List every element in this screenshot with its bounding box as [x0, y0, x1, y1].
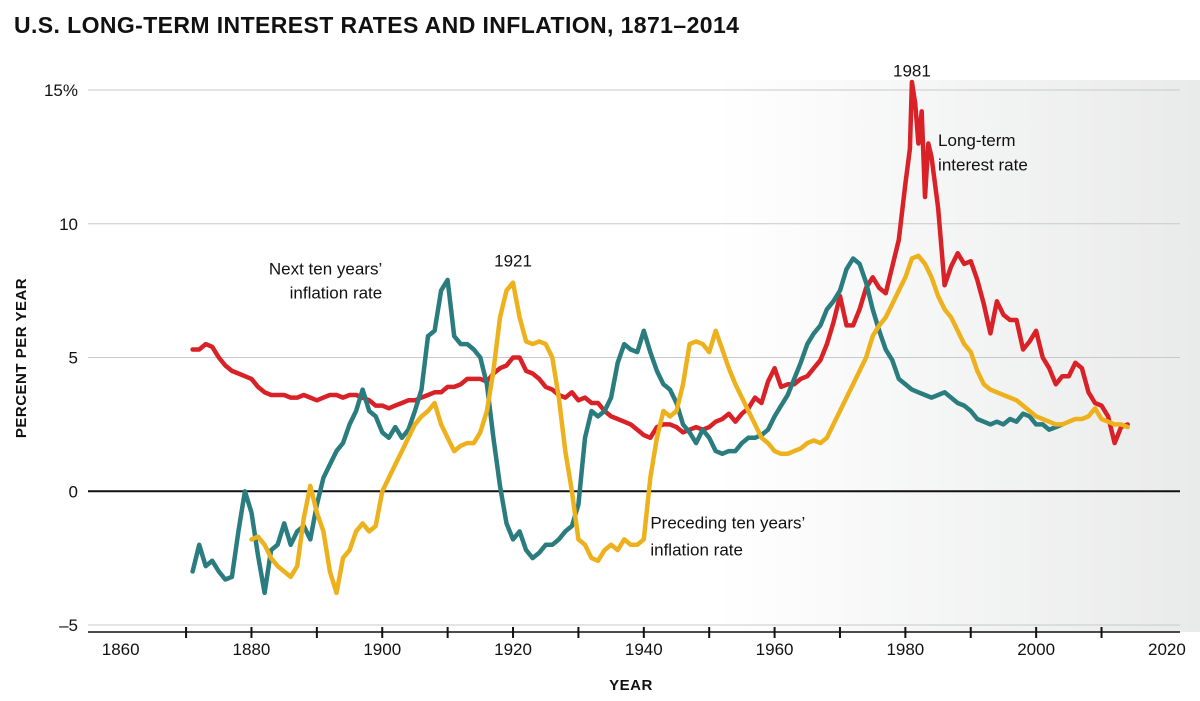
series-lines	[190, 79, 1130, 596]
x-tick-label: 1960	[756, 640, 794, 659]
y-tick-label: 10	[59, 215, 78, 234]
shaded-background	[715, 80, 1200, 632]
y-tick-label: 5	[69, 349, 78, 368]
x-tick-label: 2020	[1148, 640, 1186, 659]
annotation-label: Long-term	[938, 131, 1015, 150]
y-axis: –5 0 5 10 15%	[44, 81, 78, 635]
x-tick-label: 2000	[1017, 640, 1055, 659]
x-axis: 1860 1880 1900 1920 1940 1960 1980 2000 2020	[88, 627, 1186, 659]
series-line-1	[190, 256, 1065, 596]
y-axis-title: PERCENT PER YEAR	[13, 278, 30, 438]
x-tick-label: 1900	[363, 640, 401, 659]
y-tick-label: –5	[59, 616, 78, 635]
y-tick-label: 15%	[44, 81, 78, 100]
x-axis-title: YEAR	[609, 677, 653, 694]
annotation-label: interest rate	[938, 155, 1028, 174]
series-line-2	[249, 253, 1130, 596]
x-tick-label: 1980	[886, 640, 924, 659]
annotation-label: 1981	[893, 62, 931, 81]
annotation-label: Next ten years’	[269, 260, 382, 279]
annotations: 1981 Long-term interest rate Next ten years…	[269, 62, 1028, 560]
annotation-label: inflation rate	[290, 284, 383, 303]
annotation-label: 1921	[494, 252, 532, 271]
x-tick-label: 1940	[625, 640, 663, 659]
chart-title: U.S. LONG-TERM INTEREST RATES AND INFLAT…	[14, 12, 740, 38]
x-tick-label: 1920	[494, 640, 532, 659]
annotation-label: Preceding ten years’	[650, 514, 805, 533]
x-tick-label: 1860	[102, 640, 140, 659]
x-tick-label: 1880	[233, 640, 271, 659]
y-tick-label: 0	[69, 482, 78, 501]
series-line-0	[190, 79, 1130, 446]
annotation-label: inflation rate	[650, 540, 743, 559]
gridlines	[88, 89, 1180, 626]
